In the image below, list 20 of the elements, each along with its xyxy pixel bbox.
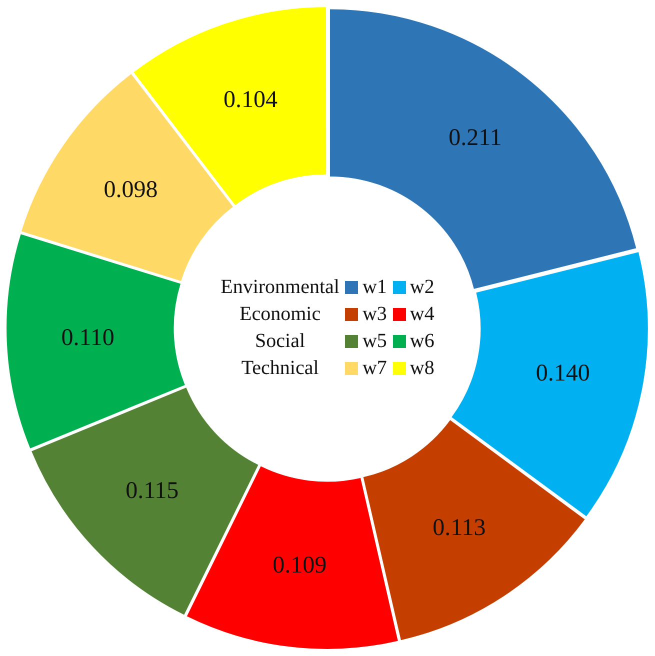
legend-label: w7 [361, 356, 388, 381]
text: Social [254, 329, 306, 354]
legend-label: w8 [408, 356, 436, 381]
legend-label: w6 [408, 329, 436, 354]
data-label: 0.113 [432, 514, 486, 541]
legend-label: w5 [361, 329, 388, 354]
data-label: 0.110 [61, 324, 114, 351]
data-label: 0.109 [272, 552, 327, 579]
legend-label: w3 [361, 302, 388, 327]
data-label: 0.211 [448, 125, 502, 152]
data-label: 0.140 [536, 360, 590, 387]
text: Environmental [220, 275, 340, 300]
text: Economic [238, 302, 322, 327]
legend-label: w1 [361, 275, 388, 300]
data-label: 0.098 [104, 176, 158, 203]
text: Technical [240, 356, 320, 381]
legend-label: w4 [408, 302, 436, 327]
data-label: 0.115 [126, 478, 179, 504]
legend-label: w2 [408, 275, 436, 300]
data-label: 0.104 [224, 87, 278, 114]
